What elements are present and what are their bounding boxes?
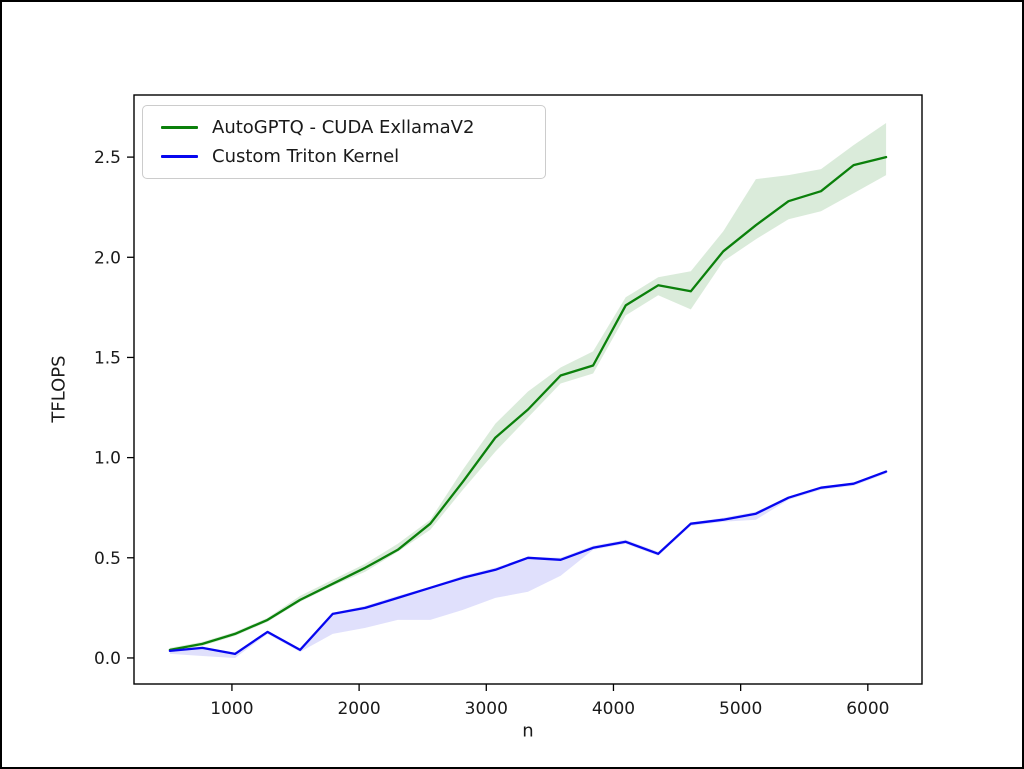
x-axis-label: n bbox=[522, 720, 534, 742]
x-tick-label: 6000 bbox=[846, 699, 889, 719]
legend-entry-autogptq: AutoGPTQ - CUDA ExllamaV2 bbox=[153, 113, 533, 142]
legend-line-sample-blue bbox=[161, 155, 198, 158]
band-0 bbox=[169, 123, 887, 652]
legend: AutoGPTQ - CUDA ExllamaV2 Custom Triton … bbox=[142, 105, 546, 179]
x-tick-label: 4000 bbox=[592, 699, 635, 719]
axis-ticks: 1000 2000 3000 4000 5000 6000 0.0 0.5 1.0 1.5 2.0 2… bbox=[94, 148, 890, 719]
x-tick-label: 1000 bbox=[210, 699, 253, 719]
x-tick-label: 5000 bbox=[719, 699, 762, 719]
x-tick-label: 2000 bbox=[337, 699, 380, 719]
y-tick-label: 2.0 bbox=[94, 248, 121, 268]
y-tick-label: 0.5 bbox=[94, 549, 121, 569]
series-line-1 bbox=[168, 470, 888, 656]
y-tick-label: 2.5 bbox=[94, 148, 121, 168]
band-1 bbox=[169, 470, 887, 658]
series-line-0 bbox=[168, 155, 888, 652]
y-axis-label: TFLOPS bbox=[48, 355, 70, 423]
y-tick-label: 0.0 bbox=[94, 649, 121, 669]
y-tick-label: 1.5 bbox=[94, 348, 121, 368]
y-tick-label: 1.0 bbox=[94, 449, 121, 469]
x-tick-label: 3000 bbox=[465, 699, 508, 719]
legend-label: AutoGPTQ - CUDA ExllamaV2 bbox=[212, 117, 475, 138]
legend-entry-triton: Custom Triton Kernel bbox=[153, 142, 533, 171]
confidence-bands bbox=[169, 123, 887, 658]
series-lines bbox=[168, 155, 888, 656]
legend-line-sample-green bbox=[161, 126, 198, 129]
legend-label: Custom Triton Kernel bbox=[212, 146, 400, 167]
axes-spines bbox=[133, 94, 923, 685]
